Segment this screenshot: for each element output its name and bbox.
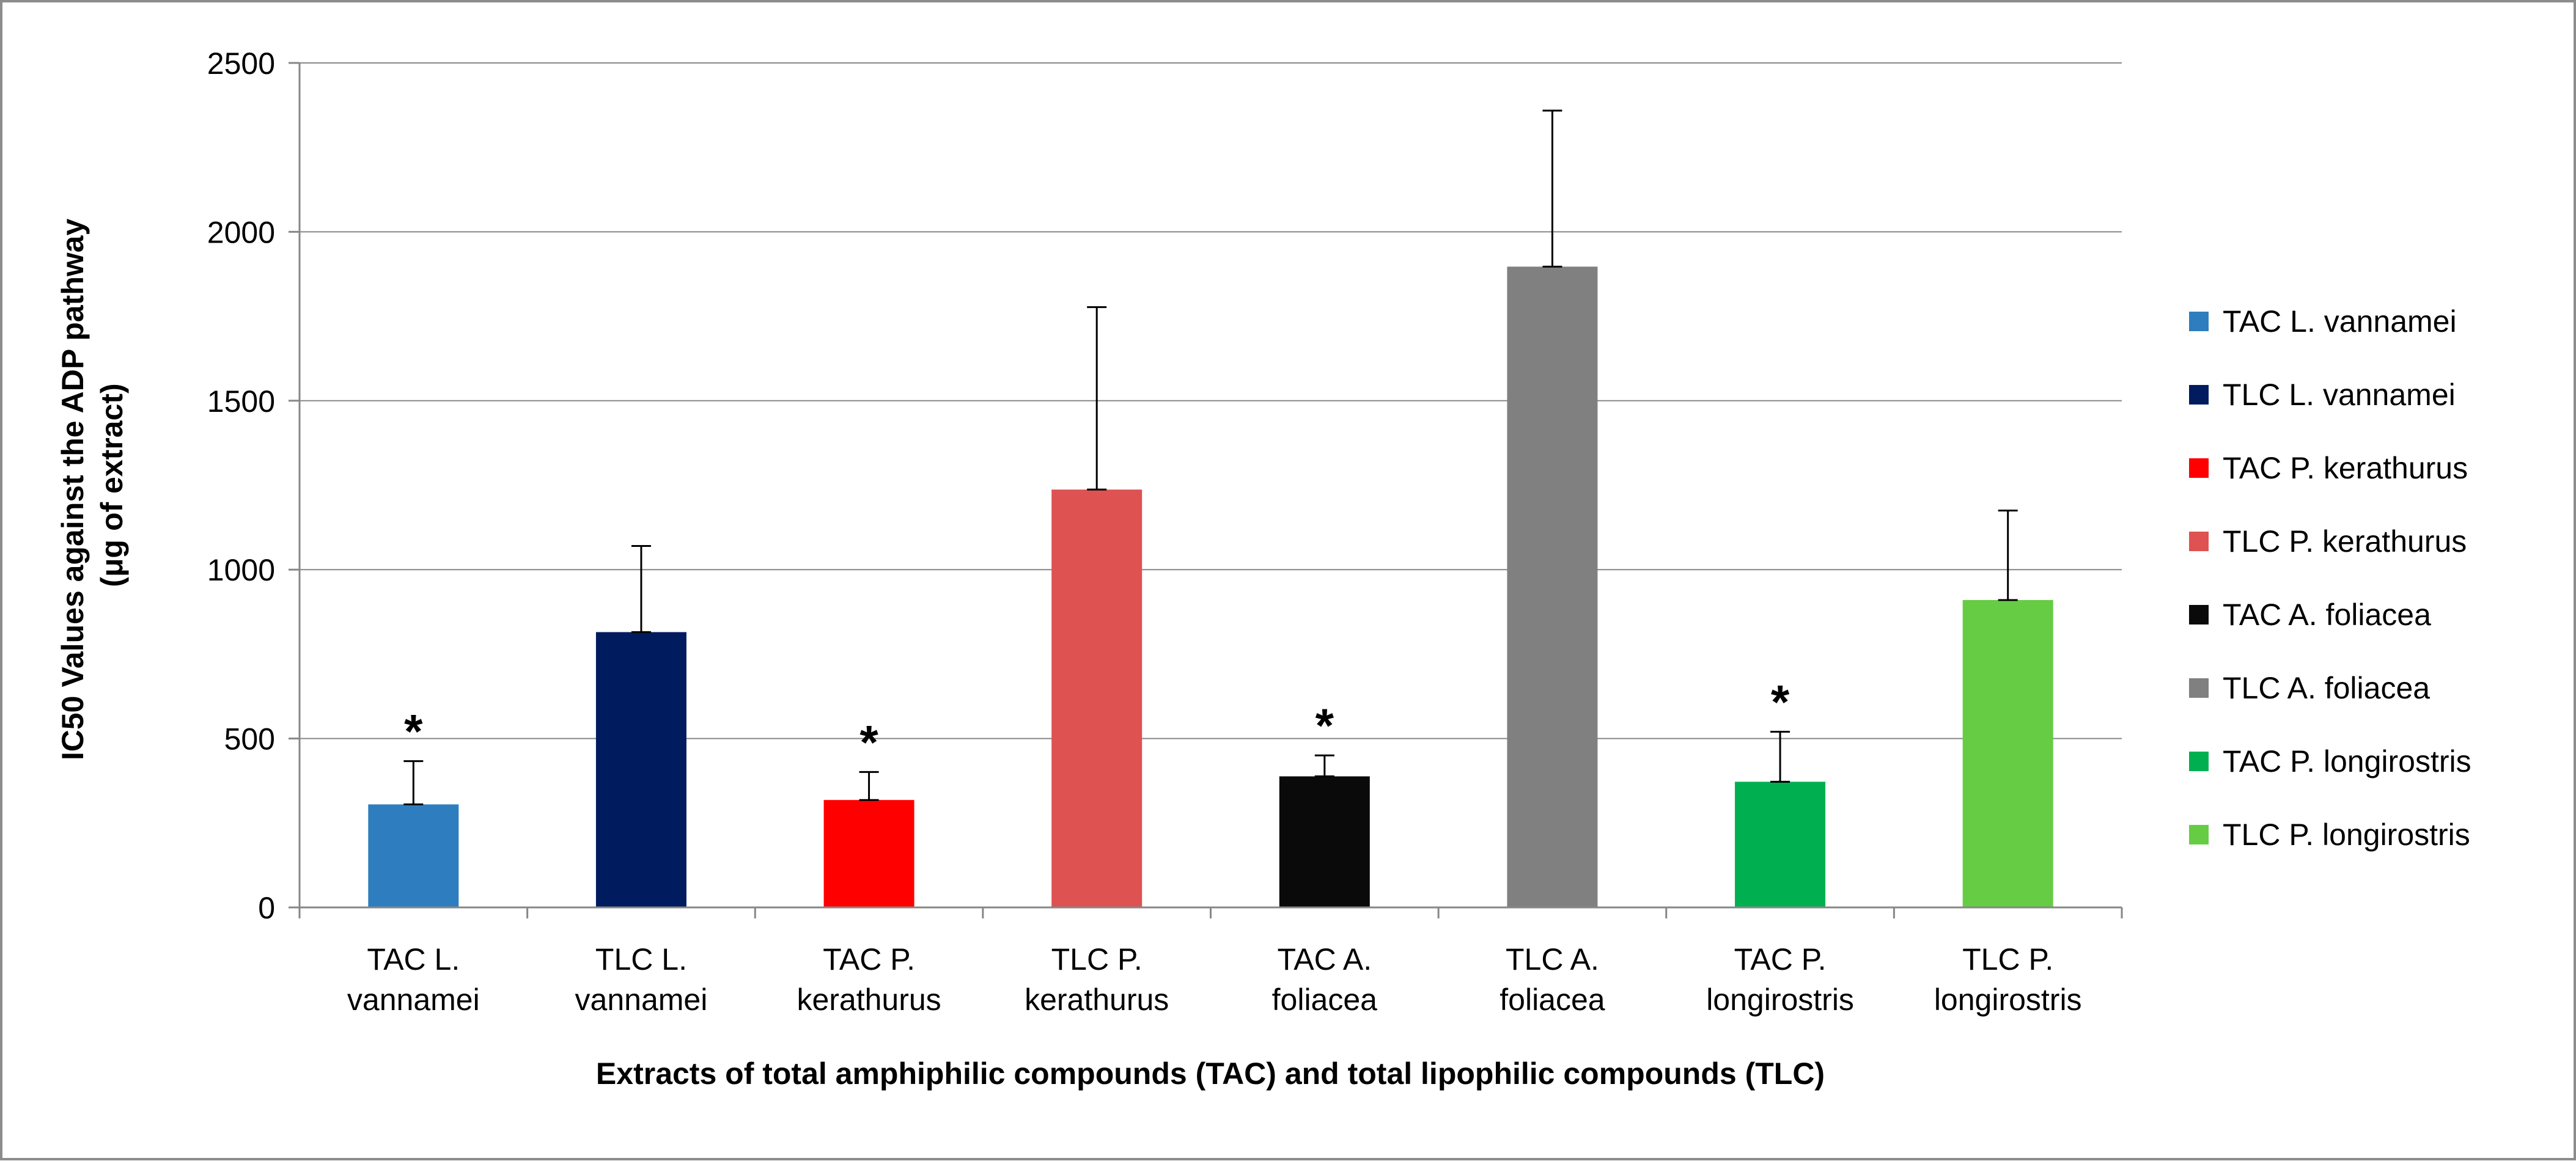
legend-label: TAC P. kerathurus (2223, 451, 2468, 485)
legend: TAC L. vannamei TLC L. vannamei TAC P. ker… (2189, 304, 2471, 852)
x-tick-label-line: kerathurus (1025, 983, 1169, 1017)
legend-swatch (2189, 752, 2209, 771)
x-tick-label: TLC P. kerathurus (1025, 942, 1169, 1017)
x-tick-label-line: TLC P. (1051, 942, 1143, 976)
legend-label: TLC L. vannamei (2223, 378, 2456, 412)
x-tick-label-line: longirostris (1934, 983, 2082, 1017)
legend-swatch (2189, 458, 2209, 478)
y-tick-label: 1000 (207, 553, 275, 587)
bars (368, 266, 2053, 908)
error-bars (403, 109, 2018, 805)
x-tick-label: TLC L. vannamei (575, 942, 708, 1017)
legend-swatch (2189, 312, 2209, 331)
bar (368, 804, 459, 907)
y-axis-title: IC50 Values against the ADP pathway (μg … (56, 210, 129, 760)
y-tick-labels: 0 500 1000 1500 2000 2500 (207, 46, 275, 925)
gridlines (289, 62, 2123, 918)
x-tick-labels: TAC L. vannamei TLC L. vannamei TAC P. kerath… (347, 942, 2082, 1017)
legend-label: TLC P. kerathurus (2223, 524, 2467, 559)
y-tick-label: 0 (258, 891, 275, 925)
legend-label: TLC A. foliacea (2223, 671, 2430, 705)
significance-asterisk: * (1771, 675, 1790, 729)
x-tick-label-line: TAC L. (367, 942, 460, 976)
legend-label: TAC A. foliacea (2223, 598, 2431, 632)
bar (595, 632, 686, 907)
x-tick-label-line: foliacea (1500, 983, 1605, 1017)
x-tick-label-line: TAC P. (823, 942, 915, 976)
x-tick-label: TAC L. vannamei (347, 942, 480, 1017)
x-tick-label-line: TLC A. (1506, 942, 1599, 976)
legend-swatch (2189, 825, 2209, 844)
x-tick-label: TAC P. kerathurus (797, 942, 941, 1017)
legend-swatch (2189, 385, 2209, 405)
legend-swatch (2189, 605, 2209, 624)
y-tick-label: 1500 (207, 384, 275, 419)
legend-label: TAC P. longirostris (2223, 744, 2471, 778)
significance-markers: * * * * (404, 675, 1790, 769)
x-axis-title: Extracts of total amphiphilic compounds … (596, 1057, 1825, 1091)
x-tick-label-line: kerathurus (797, 983, 941, 1017)
legend-swatch (2189, 678, 2209, 698)
legend-swatch (2189, 532, 2209, 551)
x-tick-label-line: foliacea (1272, 983, 1378, 1017)
significance-asterisk: * (859, 715, 878, 769)
x-tick-label-line: vannamei (575, 983, 708, 1017)
x-tick-label: TAC P. longirostris (1706, 942, 1854, 1017)
x-tick-label-line: TAC P. (1734, 942, 1827, 976)
x-tick-label: TAC A. foliacea (1272, 942, 1378, 1017)
x-tick-label-line: TAC A. (1277, 942, 1372, 976)
x-tick-label-line: longirostris (1706, 983, 1854, 1017)
y-axis-title-line-1: IC50 Values against the ADP pathway (56, 219, 90, 761)
x-tick-label: TLC A. foliacea (1500, 942, 1605, 1017)
x-tick-label-line: vannamei (347, 983, 480, 1017)
x-tick-label-line: TLC P. (1962, 942, 2053, 976)
bar (1735, 782, 1826, 907)
x-tick-label-line: TLC L. (595, 942, 687, 976)
bar (1507, 266, 1598, 908)
bar (1962, 599, 2053, 907)
bar (1051, 489, 1143, 907)
y-tick-label: 2500 (207, 46, 275, 81)
legend-label: TAC L. vannamei (2223, 304, 2457, 339)
significance-asterisk: * (1316, 698, 1334, 752)
legend-label: TLC P. longirostris (2223, 818, 2470, 852)
y-tick-label: 500 (224, 722, 275, 756)
y-tick-label: 2000 (207, 215, 275, 249)
x-tick-label: TLC P. longirostris (1934, 942, 2082, 1017)
axes (298, 63, 2122, 909)
significance-asterisk: * (404, 705, 423, 758)
y-axis-title-line-2: (μg of extract) (95, 383, 129, 587)
bar (1279, 776, 1370, 907)
bar (823, 800, 914, 907)
